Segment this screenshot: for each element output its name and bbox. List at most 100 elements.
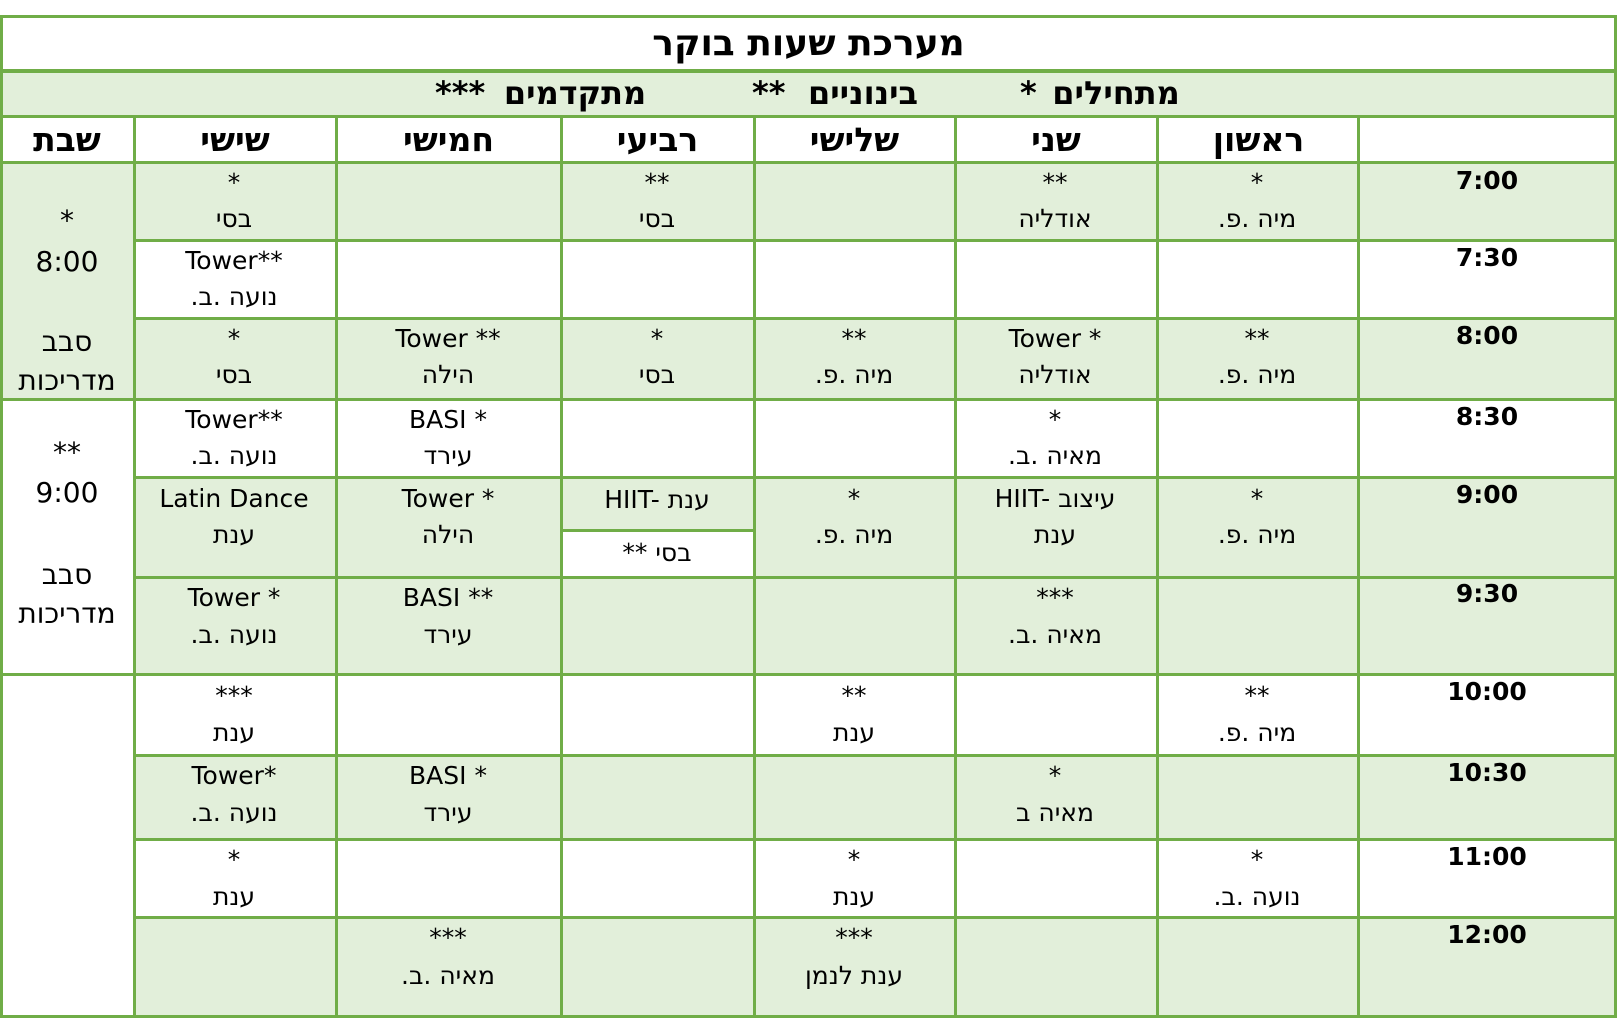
- saturday-level: *: [60, 204, 74, 237]
- border-col-tue: [954, 116, 957, 1018]
- day-header-wednesday: רביעי: [616, 120, 699, 159]
- day-header-monday: שני: [1031, 120, 1081, 159]
- class-level: *: [1250, 168, 1264, 197]
- border-wed-split: [561, 529, 754, 532]
- day-header-tuesday: שלישי: [809, 120, 900, 159]
- border-header-bottom: [0, 161, 1617, 164]
- saturday-note: סבב: [41, 325, 93, 358]
- day-header-row: [0, 117, 1617, 163]
- border-col-mon: [1156, 116, 1159, 1018]
- class-level: ***: [215, 681, 253, 710]
- legend-beginners: מתחילים: [1052, 74, 1180, 112]
- class-level: **: [644, 168, 670, 197]
- legend-advanced-stars: ***: [435, 74, 486, 112]
- class-instructor: ענת: [1033, 520, 1077, 549]
- time-label: 7:30: [1455, 243, 1519, 272]
- class-instructor: אודליה: [1018, 360, 1092, 389]
- class-instructor: ענת: [212, 718, 256, 747]
- day-header-friday: שישי: [200, 120, 270, 159]
- class-instructor: עירד: [423, 798, 473, 827]
- legend-advanced: מתקדמים: [503, 74, 647, 112]
- class-level: **: [841, 324, 867, 353]
- class-level: *: [1250, 845, 1264, 874]
- class-instructor: ענת: [832, 882, 876, 911]
- border-row-1030: [134, 838, 1617, 841]
- class-level: *: [227, 324, 241, 353]
- class-level: Tower**: [185, 405, 283, 434]
- legend-intermediate-stars: **: [752, 74, 786, 112]
- class-instructor: מאיה ב: [1015, 798, 1094, 827]
- time-label: 8:30: [1455, 402, 1519, 431]
- wed-0900-bottom-cell: [561, 531, 754, 578]
- border-row-0800: [0, 398, 1617, 401]
- class-instructor: מיה .פ.: [814, 360, 894, 389]
- class-level: HIIT- עיצוב: [994, 484, 1116, 513]
- border-row-0730: [134, 317, 1617, 320]
- legend-beginners-stars: *: [1020, 74, 1037, 112]
- class-level: **: [1244, 324, 1270, 353]
- class-instructor: אודליה: [1018, 204, 1092, 233]
- class-instructor: בסי: [215, 360, 253, 389]
- class-level: *: [1048, 761, 1062, 790]
- class-instructor: עירד: [423, 441, 473, 470]
- saturday-block1-bg: [0, 163, 134, 400]
- class-level: BASI *: [409, 761, 487, 790]
- class-instructor: נועה .ב.: [190, 620, 278, 649]
- legend-intermediate: בינוניים: [807, 74, 919, 112]
- class-instructor: בסי: [215, 204, 253, 233]
- class-instructor: מאיה .ב.: [1008, 620, 1102, 649]
- class-level: *: [650, 324, 664, 353]
- border-row-0700: [134, 239, 1617, 242]
- border-col-sat: [133, 116, 136, 1018]
- page-title: מערכת שעות בוקר: [652, 23, 965, 64]
- class-level: HIIT- ענת: [604, 485, 710, 514]
- class-level: **: [1042, 168, 1068, 197]
- saturday-level: **: [53, 436, 81, 469]
- border-col-thu: [560, 116, 563, 1018]
- class-instructor: בסי: [638, 360, 676, 389]
- border-legend-bottom: [0, 115, 1617, 118]
- class-instructor: ענת: [212, 520, 256, 549]
- class-instructor: הילה: [421, 360, 475, 389]
- time-label: 9:30: [1455, 579, 1519, 608]
- class-level: **: [1244, 681, 1270, 710]
- class-instructor: מיה .פ.: [814, 520, 894, 549]
- title-cell: [0, 15, 1617, 71]
- class-level: *: [227, 168, 241, 197]
- class-instructor: ענת: [832, 718, 876, 747]
- class-level: Tower *: [401, 484, 495, 513]
- border-row-1000: [134, 754, 1617, 757]
- saturday-note: סבב: [41, 558, 93, 591]
- saturday-time: 8:00: [35, 245, 99, 278]
- schedule-table: מערכת שעות בוקר מתחילים * בינוניים ** מת…: [0, 15, 1617, 1018]
- saturday-time: 9:00: [35, 476, 99, 509]
- class-instructor: מיה .פ.: [1217, 520, 1297, 549]
- class-level: *: [1048, 405, 1062, 434]
- border-row-0830: [134, 476, 1617, 479]
- border-row-0900: [134, 576, 1617, 579]
- class-level: *: [1250, 484, 1264, 513]
- class-level: **: [841, 681, 867, 710]
- border-row-1100: [134, 916, 1617, 919]
- time-label: 10:00: [1447, 677, 1527, 706]
- legend-row: [0, 71, 1617, 117]
- class-instructor: ** בסי: [622, 538, 692, 567]
- border-row-0930: [0, 673, 1617, 676]
- class-level: Tower *: [187, 583, 281, 612]
- class-instructor: מיה .פ.: [1217, 360, 1297, 389]
- border-bottom: [0, 1015, 1617, 1018]
- border-title-bottom: [0, 69, 1617, 73]
- class-level: *: [847, 845, 861, 874]
- row-bg-0700: [134, 163, 1617, 241]
- class-instructor: נועה .ב.: [190, 798, 278, 827]
- border-col-fri: [335, 116, 338, 1018]
- saturday-note: מדריכות: [18, 597, 116, 630]
- class-instructor: מיה .פ.: [1217, 718, 1297, 747]
- border-right: [1614, 15, 1617, 1018]
- day-header-saturday: שבת: [33, 120, 101, 159]
- class-level: ***: [429, 923, 467, 952]
- time-label: 9:00: [1455, 480, 1519, 509]
- row-bg-1200: [134, 918, 1617, 1018]
- class-level: Tower**: [185, 246, 283, 275]
- saturday-note: מדריכות: [18, 364, 116, 397]
